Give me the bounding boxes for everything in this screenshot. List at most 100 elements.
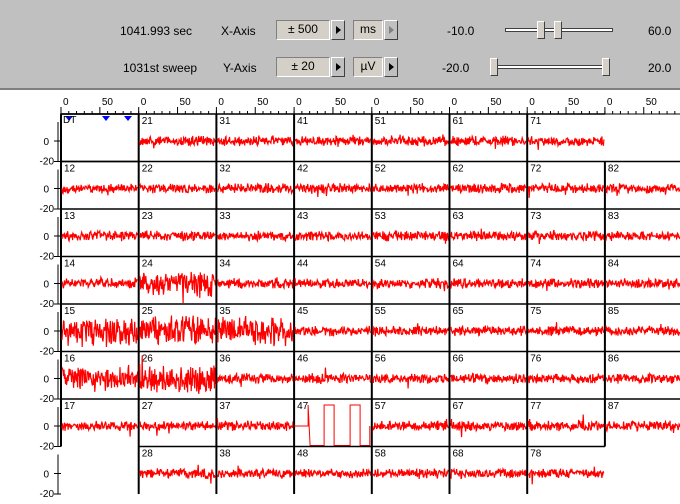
channel-grid[interactable]: 0 50 0 50 0 50 0 50 0 50 0 50 0 50 0 50 0 -20 DT 21 31 41 51 61… [0,92,680,504]
trace-line [527,136,605,150]
trace-line [449,134,527,149]
y-tick-label: 0 [43,137,49,148]
trace-line [450,372,527,386]
y-axis-range-field[interactable]: ± 20 [276,57,330,77]
channel-label: 71 [530,116,542,127]
channel-label: 34 [219,259,231,270]
trace-line [139,182,216,195]
channel-label: 85 [608,306,620,317]
channel-label: 84 [608,259,620,270]
marker-icon[interactable] [102,116,110,121]
toolbar: 1041.993 sec 1031st sweep X-Axis ± 500 m… [0,0,680,90]
channel-label: 87 [608,401,620,412]
trace-line [139,134,216,149]
trace-line [216,277,294,291]
channel-label: 41 [297,116,309,127]
x-tick-label: 0 [141,97,147,108]
y-tick-label: -20 [40,489,55,500]
channel-label: 54 [375,259,387,270]
x-axis-unit-arrow-button[interactable] [384,20,398,40]
channel-label: 44 [297,259,309,270]
slider1-thumb-high[interactable] [554,21,562,39]
slider2-thumb-low[interactable] [490,58,498,76]
trace-line [527,278,605,291]
trace-line [372,182,449,196]
channel-label: 23 [142,211,154,222]
channel-label: 57 [375,401,387,412]
channel-label: 25 [142,306,154,317]
trace-line [450,418,527,438]
channel-label: 22 [142,164,154,175]
trace-line [372,467,450,480]
channel-label: 75 [530,306,542,317]
slider2-track[interactable] [492,65,608,69]
x-tick-label: 0 [452,97,458,108]
y-tick-label: -20 [40,204,55,215]
trace-line [294,325,372,337]
trace-line [139,420,216,436]
trace-line [605,276,680,290]
channel-label: 62 [453,164,465,175]
channel-label: 55 [375,306,387,317]
trace-line [139,464,216,484]
time-readout: 1041.993 sec [120,24,193,38]
x-tick-label: 50 [490,97,502,108]
x-axis-label: X-Axis [221,24,256,38]
trace-line [605,182,680,196]
x-axis-unit-field[interactable]: ms [353,20,383,40]
trace-line [61,274,138,290]
y-axis-unit-arrow-button[interactable] [384,57,398,77]
slider1-thumb-low[interactable] [537,21,545,39]
trace-line [605,371,680,385]
channel-label: 48 [297,449,309,460]
trace-line [216,134,294,148]
channel-label: 73 [530,211,542,222]
channel-label: 12 [64,164,76,175]
channel-label: 86 [608,354,620,365]
y-tick-label: 0 [43,232,49,243]
trace-line [294,182,372,198]
y-axis-label: Y-Axis [223,61,257,75]
marker-icon[interactable] [124,116,132,121]
channel-label: 35 [219,306,231,317]
x-axis-range-arrow-button[interactable] [331,20,345,40]
x-tick-label: 50 [180,97,192,108]
trace-line [605,419,680,434]
channel-label: 14 [64,259,76,270]
marker-icon[interactable] [65,116,73,121]
y-axis-range-arrow-button[interactable] [331,57,345,77]
channel-label: 51 [375,116,387,127]
y-tick-label: 0 [43,375,49,386]
trace-line [605,323,680,337]
channel-label: 58 [375,449,387,460]
channel-label: 43 [297,211,309,222]
y-axis-unit-field[interactable]: µV [353,57,383,77]
channel-label: 66 [453,354,465,365]
channel-label: 31 [219,116,231,127]
trace-line [216,182,294,196]
trace-line [139,271,216,304]
channel-label: 24 [142,259,154,270]
slider1-max-label: 60.0 [648,24,672,38]
x-tick-label: 0 [296,97,302,108]
trace-line [216,465,294,479]
channel-label: 21 [142,116,154,127]
x-tick-label: 0 [607,97,613,108]
channel-label: 61 [453,116,465,127]
channel-label: 32 [219,164,231,175]
trace-line [294,367,372,385]
y-tick-label: -20 [40,442,55,453]
slider2-thumb-high[interactable] [602,58,610,76]
trace-line [372,134,450,147]
channel-label: 36 [219,354,231,365]
y-tick-label: -20 [40,347,55,358]
channel-label: 77 [530,401,542,412]
x-axis-range-field[interactable]: ± 500 [276,20,330,40]
trace-line [61,228,139,243]
trace-line [61,318,139,348]
channel-label: 83 [608,211,620,222]
y-tick-label: 0 [43,422,49,433]
trace-line [527,372,605,385]
trace-line [294,277,372,290]
trace-line [61,420,139,437]
